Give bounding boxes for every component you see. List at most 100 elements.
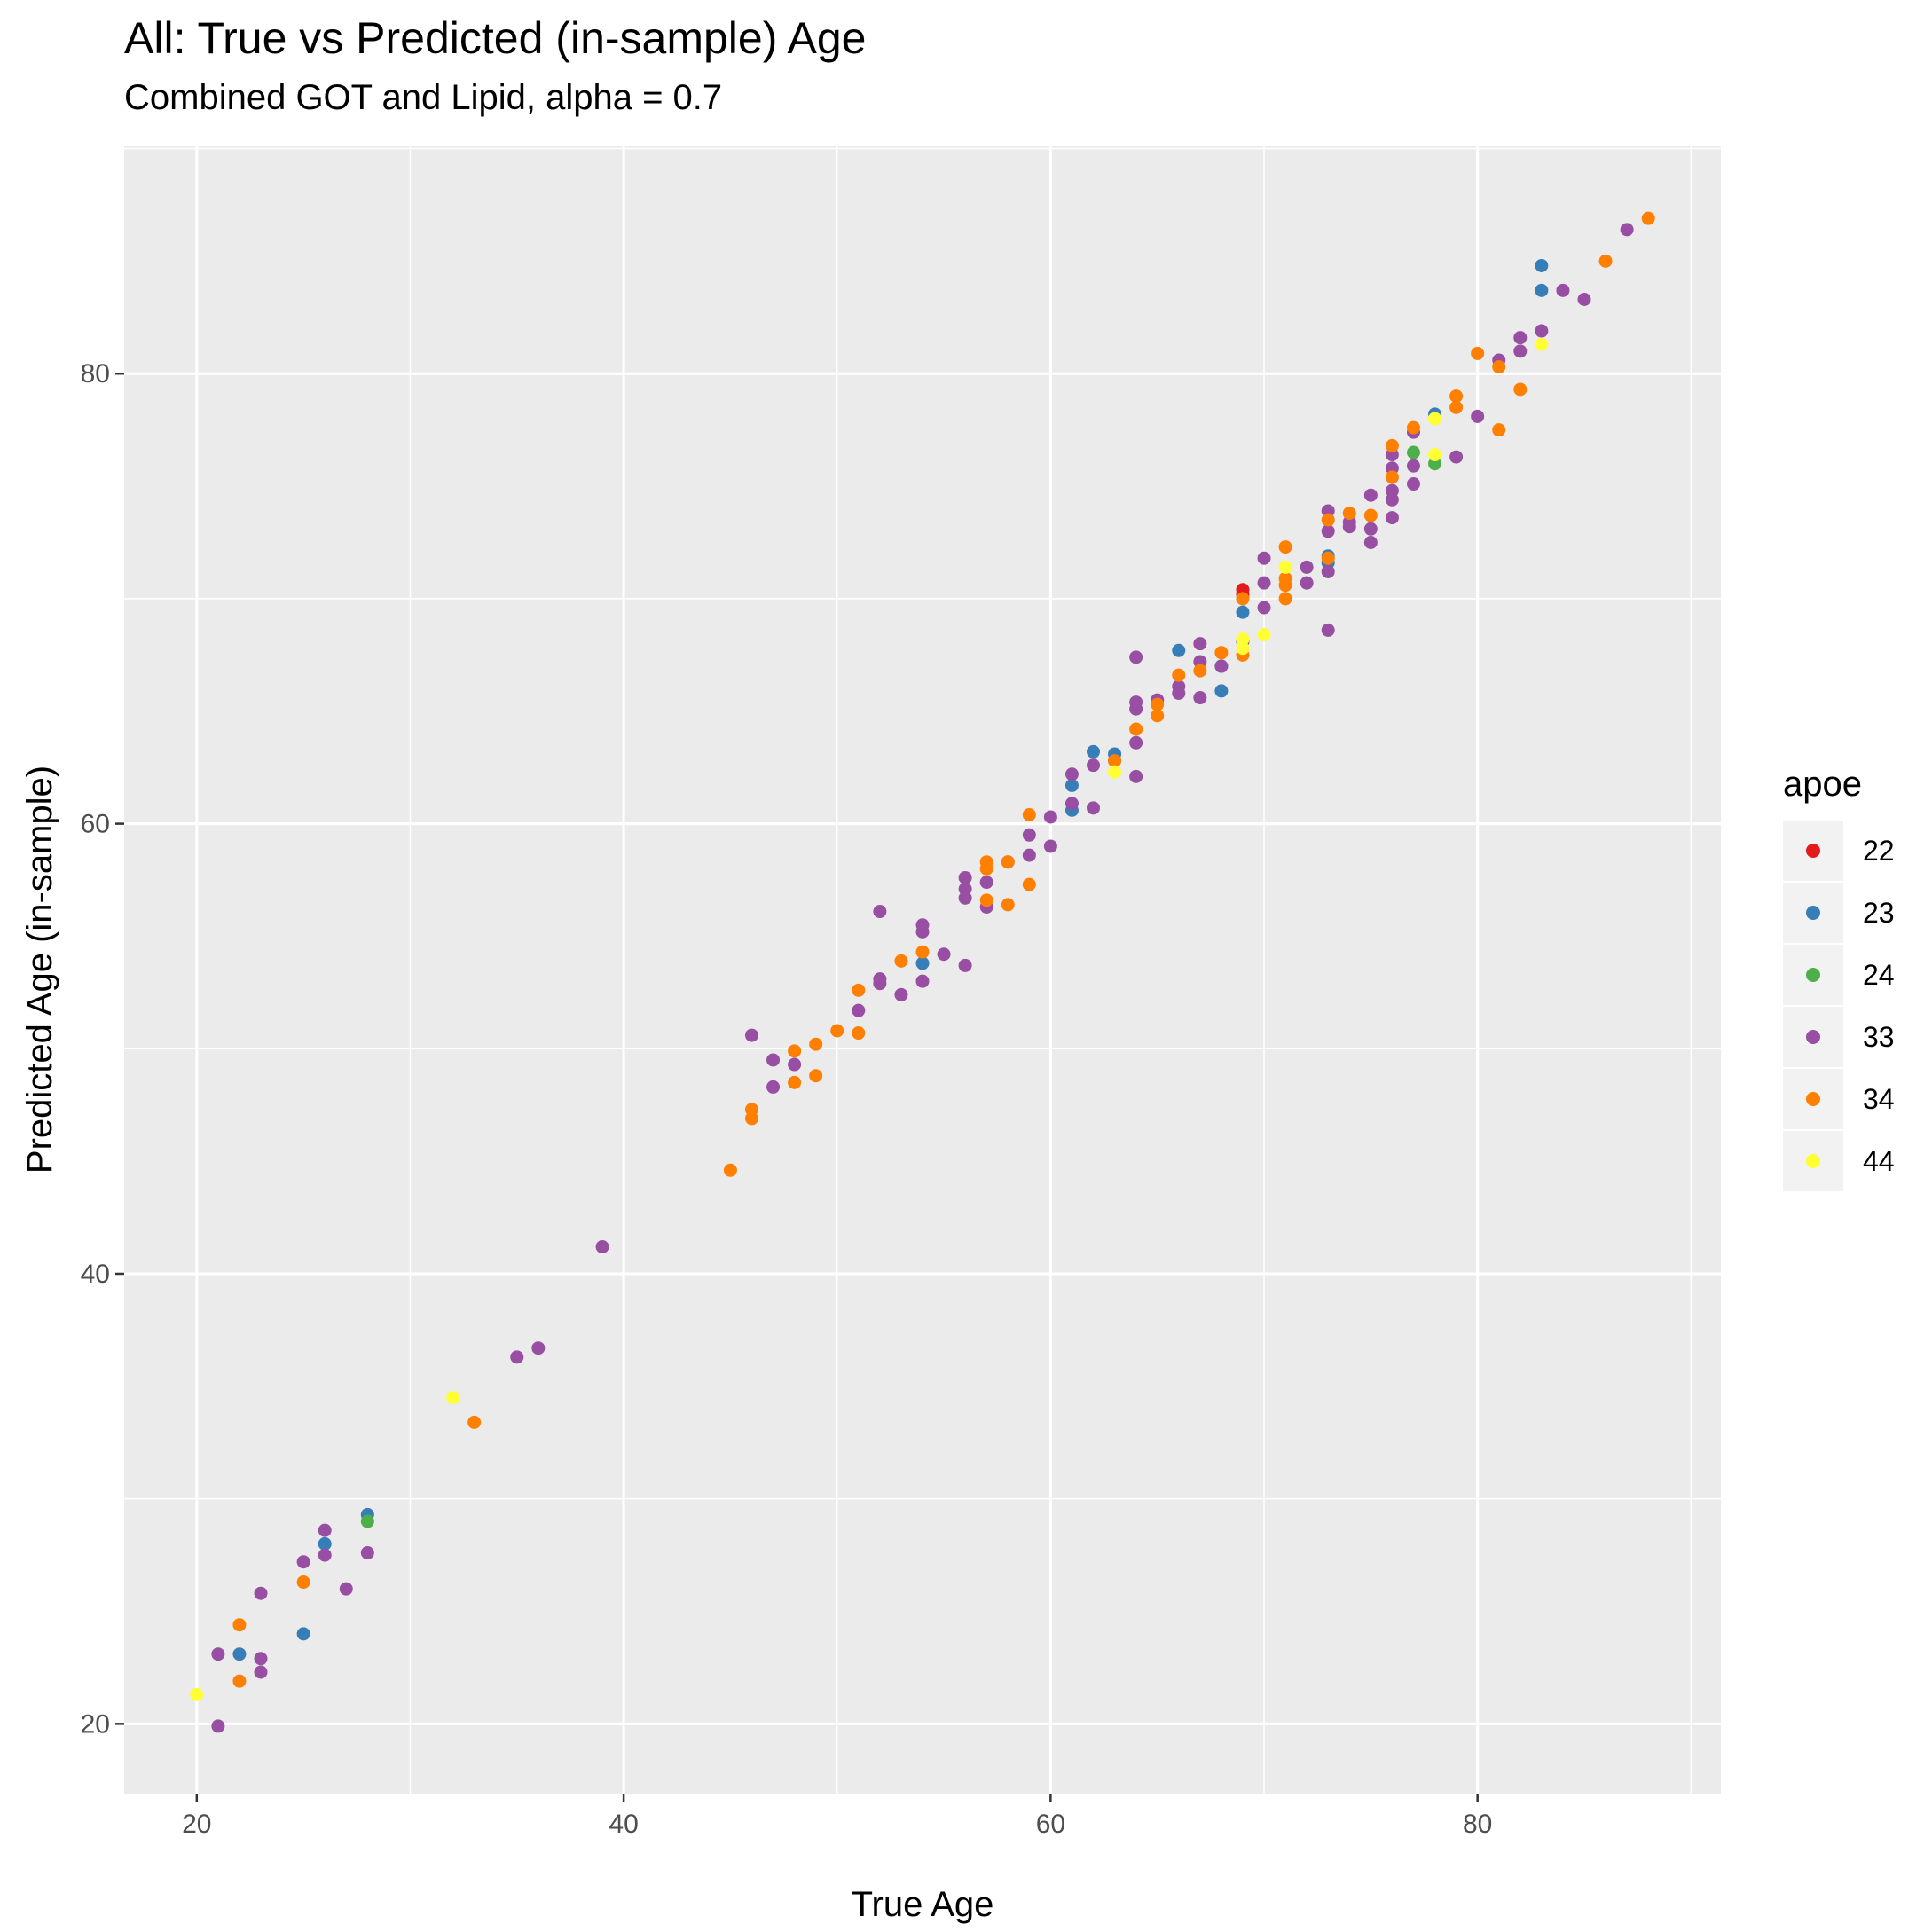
data-point-apoe-44 [1257, 628, 1271, 642]
data-point-apoe-34 [1342, 507, 1356, 521]
data-point-apoe-34 [1214, 646, 1229, 660]
legend-key-apoe-24 [1806, 968, 1820, 982]
data-point-apoe-34 [1151, 697, 1165, 711]
data-point-apoe-23 [1172, 643, 1186, 657]
data-point-apoe-33 [1129, 769, 1143, 783]
data-point-apoe-33 [1214, 659, 1229, 673]
data-point-apoe-33 [1321, 564, 1335, 578]
y-tick-label: 60 [81, 810, 110, 839]
y-tick-label: 40 [81, 1260, 110, 1289]
data-point-apoe-34 [809, 1037, 823, 1051]
data-point-apoe-33 [360, 1546, 374, 1560]
data-point-apoe-33 [1342, 520, 1356, 534]
legend-label-apoe-23: 23 [1863, 897, 1895, 929]
data-point-apoe-33 [1321, 623, 1335, 637]
x-tick-label: 40 [609, 1810, 638, 1839]
data-point-apoe-33 [1535, 324, 1549, 338]
data-point-apoe-33 [595, 1240, 609, 1254]
data-point-apoe-34 [788, 1075, 802, 1089]
data-point-apoe-33 [1321, 524, 1335, 538]
data-point-apoe-33 [873, 905, 887, 919]
data-point-apoe-34 [809, 1069, 823, 1083]
data-point-apoe-33 [254, 1652, 268, 1666]
data-point-apoe-33 [1513, 331, 1528, 345]
legend: apoe 22 23 24 33 34 44 [1783, 765, 1895, 1191]
data-point-apoe-34 [1492, 360, 1506, 374]
data-point-apoe-33 [788, 1057, 802, 1072]
data-point-apoe-34 [1129, 722, 1143, 736]
data-point-apoe-34 [1449, 389, 1464, 404]
legend-label-apoe-44: 44 [1863, 1145, 1895, 1177]
data-point-apoe-34 [232, 1674, 247, 1688]
plot-panel [124, 146, 1721, 1794]
y-axis-title: Predicted Age (in-sample) [20, 766, 59, 1174]
data-point-apoe-34 [1321, 551, 1335, 565]
data-point-apoe-33 [1471, 409, 1485, 423]
data-point-apoe-34 [1172, 668, 1186, 682]
legend-key-apoe-33 [1806, 1030, 1820, 1044]
data-point-apoe-33 [958, 870, 972, 884]
data-point-apoe-33 [873, 972, 887, 986]
data-point-apoe-34 [852, 983, 866, 997]
data-point-apoe-23 [915, 956, 930, 970]
data-point-apoe-23 [1214, 684, 1229, 698]
data-point-apoe-33 [254, 1586, 268, 1600]
data-point-apoe-34 [788, 1044, 802, 1058]
data-point-apoe-34 [1385, 438, 1399, 452]
data-point-apoe-34 [1406, 420, 1420, 435]
data-point-apoe-34 [723, 1163, 737, 1177]
data-point-apoe-33 [1363, 522, 1378, 536]
data-point-apoe-34 [1193, 664, 1207, 678]
data-point-apoe-33 [937, 947, 951, 962]
data-point-apoe-33 [1087, 801, 1101, 815]
legend-key-apoe-34 [1806, 1092, 1820, 1106]
data-point-apoe-44 [1236, 641, 1250, 656]
data-point-apoe-33 [318, 1548, 332, 1562]
data-point-apoe-34 [1321, 513, 1335, 527]
data-point-apoe-44 [1108, 765, 1122, 779]
legend-label-apoe-33: 33 [1863, 1021, 1895, 1053]
x-tick-label: 80 [1463, 1810, 1492, 1839]
data-point-apoe-23 [1087, 744, 1101, 758]
grid-major [124, 146, 1721, 1794]
data-point-apoe-34 [830, 1024, 844, 1038]
data-point-apoe-33 [1087, 758, 1101, 773]
data-point-apoe-44 [1278, 560, 1292, 574]
data-points [190, 211, 1655, 1733]
data-point-apoe-33 [296, 1555, 310, 1569]
data-point-apoe-34 [1278, 540, 1292, 554]
data-point-apoe-44 [1428, 412, 1442, 426]
x-axis: 20 40 60 80 [182, 1794, 1492, 1839]
data-point-apoe-33 [1577, 293, 1591, 307]
data-point-apoe-23 [296, 1627, 310, 1641]
legend-title: apoe [1783, 765, 1862, 804]
data-point-apoe-23 [232, 1647, 247, 1661]
data-point-apoe-34 [1278, 592, 1292, 606]
data-point-apoe-33 [1043, 839, 1057, 853]
data-point-apoe-34 [1492, 423, 1506, 437]
y-tick-label: 80 [81, 359, 110, 389]
data-point-apoe-33 [510, 1350, 524, 1364]
data-point-apoe-33 [1022, 828, 1036, 842]
data-point-apoe-34 [1236, 592, 1250, 606]
data-point-apoe-23 [1535, 283, 1549, 297]
data-point-apoe-23 [1535, 258, 1549, 272]
data-point-apoe-33 [1620, 223, 1634, 237]
data-point-apoe-33 [1385, 511, 1399, 525]
data-point-apoe-34 [1363, 508, 1378, 522]
data-point-apoe-23 [1236, 605, 1250, 619]
data-point-apoe-34 [1471, 346, 1485, 360]
x-axis-title: True Age [852, 1885, 994, 1924]
data-point-apoe-33 [766, 1080, 781, 1094]
legend-key-apoe-44 [1806, 1154, 1820, 1168]
data-point-apoe-33 [1406, 459, 1420, 473]
data-point-apoe-44 [190, 1687, 204, 1701]
data-point-apoe-33 [958, 891, 972, 905]
data-point-apoe-33 [1129, 650, 1143, 664]
chart-title: All: True vs Predicted (in-sample) Age [124, 13, 867, 63]
chart-subtitle: Combined GOT and Lipid, alpha = 0.7 [124, 78, 723, 117]
data-point-apoe-34 [1449, 400, 1464, 414]
data-point-apoe-34 [1001, 855, 1015, 869]
data-point-apoe-23 [1064, 778, 1079, 792]
data-point-apoe-33 [852, 1003, 866, 1017]
